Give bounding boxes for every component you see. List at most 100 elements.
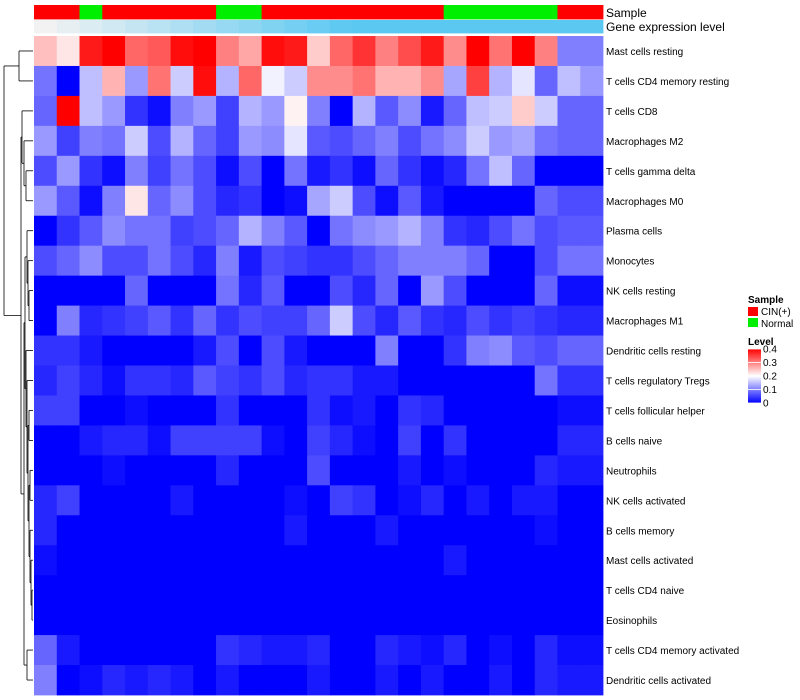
heatmap-cell — [284, 425, 308, 456]
heatmap-cell — [147, 575, 171, 606]
heatmap-cell — [34, 545, 58, 576]
heatmap-cell — [375, 245, 399, 277]
heatmap-cell — [443, 395, 467, 426]
heatmap-cell — [534, 95, 558, 127]
heatmap-cell — [580, 125, 604, 157]
heatmap-cell — [56, 155, 80, 187]
heatmap-cell — [34, 395, 58, 426]
heatmap-cell — [238, 65, 262, 97]
heatmap-cell — [489, 95, 513, 127]
expression-annotation-cell — [329, 20, 354, 34]
expression-annotation-cell — [443, 20, 467, 34]
heatmap-cell — [420, 425, 445, 456]
sample-annotation-cell — [56, 5, 80, 20]
heatmap-cell — [147, 395, 171, 426]
heatmap-cell — [466, 65, 490, 97]
heatmap-cell — [398, 36, 422, 67]
row-label: Eosinophils — [606, 616, 657, 627]
heatmap-cell — [193, 455, 217, 486]
heatmap-cell — [193, 245, 217, 277]
level-tick-label: 0.4 — [763, 345, 777, 356]
heatmap-cell — [147, 215, 171, 247]
heatmap-cell — [580, 605, 604, 636]
heatmap-cell — [238, 515, 262, 546]
heatmap-cell — [147, 245, 171, 277]
heatmap-cell — [534, 575, 558, 606]
heatmap-cell — [329, 485, 354, 516]
heatmap-cell — [375, 605, 399, 636]
heatmap-cell — [56, 455, 80, 486]
heatmap-cell — [466, 155, 490, 187]
heatmap-cell — [307, 125, 331, 157]
expression-annotation-cell — [238, 20, 262, 34]
heatmap-cell — [534, 125, 558, 157]
heatmap-cell — [352, 245, 376, 277]
heatmap-cell — [557, 155, 581, 187]
heatmap-cell — [34, 485, 58, 516]
heatmap-cell — [147, 485, 171, 516]
heatmap-cell — [466, 245, 490, 277]
heatmap-cell — [580, 305, 604, 336]
heatmap-cell — [352, 95, 376, 127]
heatmap-cell — [284, 575, 308, 606]
heatmap-cell — [307, 65, 331, 97]
heatmap-cell — [238, 425, 262, 456]
heatmap-cell — [284, 275, 308, 306]
heatmap-cell — [261, 545, 285, 576]
heatmap-cell — [466, 95, 490, 127]
heatmap-cell — [557, 335, 581, 366]
level-legend-title: Level — [748, 337, 774, 348]
heatmap-cell — [193, 485, 217, 516]
heatmap-cell — [352, 36, 376, 67]
expression-annotation-cell — [56, 20, 80, 34]
heatmap-cell — [511, 455, 536, 486]
heatmap-cell — [352, 275, 376, 306]
heatmap-cell — [216, 365, 240, 396]
heatmap-cell — [193, 395, 217, 426]
heatmap-cell — [216, 545, 240, 576]
heatmap-cell — [216, 425, 240, 456]
sample-annotation-cell — [329, 5, 354, 20]
row-label: T cells regulatory Tregs — [606, 376, 710, 387]
heatmap-cell — [147, 365, 171, 396]
heatmap-cell — [102, 425, 126, 456]
heatmap-cell — [125, 275, 149, 306]
heatmap-cell — [147, 185, 171, 217]
expression-annotation-cell — [34, 20, 58, 34]
heatmap-cell — [261, 335, 285, 366]
heatmap-cell — [216, 185, 240, 217]
heatmap-cell — [420, 605, 445, 636]
heatmap-cell — [147, 95, 171, 127]
heatmap-cell — [398, 365, 422, 396]
heatmap-cell — [307, 395, 331, 426]
heatmap-cell — [307, 215, 331, 247]
heatmap-cell — [329, 665, 354, 696]
heatmap-cell — [102, 125, 126, 157]
heatmap-cell — [443, 365, 467, 396]
heatmap-cell — [34, 95, 58, 127]
heatmap-cell — [511, 305, 536, 336]
heatmap-cell — [56, 635, 80, 666]
heatmap-cell — [329, 545, 354, 576]
heatmap-cell — [307, 575, 331, 606]
heatmap-cell — [329, 605, 354, 636]
heatmap-cell — [511, 365, 536, 396]
heatmap-cell — [352, 425, 376, 456]
heatmap-cell — [398, 125, 422, 157]
heatmap-cell — [102, 455, 126, 486]
heatmap-cell — [420, 335, 445, 366]
row-label: Monocytes — [606, 257, 654, 268]
heatmap-cell — [261, 245, 285, 277]
heatmap-cell — [534, 665, 558, 696]
row-label: Neutrophils — [606, 466, 657, 477]
heatmap-cell — [420, 275, 445, 306]
heatmap-cell — [261, 665, 285, 696]
heatmap-cell — [102, 185, 126, 217]
heatmap-cell — [398, 335, 422, 366]
heatmap-cell — [56, 335, 80, 366]
heatmap-cell — [261, 125, 285, 157]
heatmap-cell — [147, 515, 171, 546]
heatmap-cell — [79, 605, 103, 636]
heatmap-cell — [398, 245, 422, 277]
heatmap-cell — [398, 545, 422, 576]
